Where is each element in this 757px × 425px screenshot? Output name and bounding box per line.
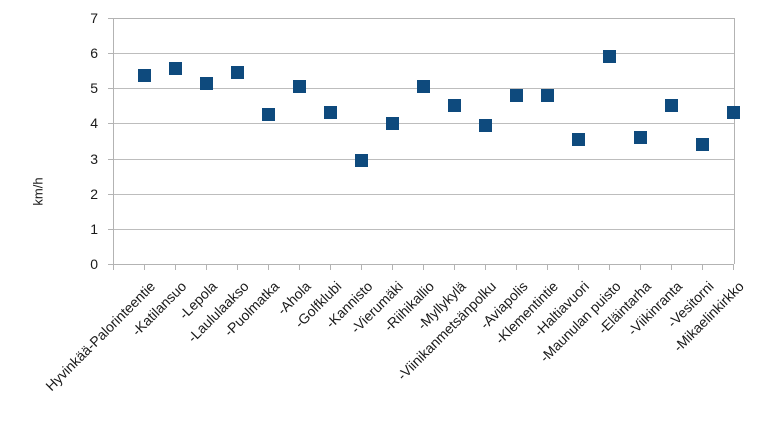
y-axis-tick [108, 123, 113, 125]
data-point [323, 106, 337, 120]
x-axis-tick [423, 264, 424, 270]
x-axis-tick [206, 264, 207, 270]
x-axis-tick [516, 264, 517, 270]
y-axis-tick [108, 158, 113, 160]
data-point [664, 99, 678, 113]
x-axis-tick [392, 264, 393, 270]
y-axis-tick-label: 6 [90, 45, 98, 62]
y-axis-tick [108, 18, 113, 19]
data-point [478, 118, 492, 132]
x-axis-tick [268, 264, 269, 270]
y-axis-tick [108, 264, 113, 265]
x-axis-tick [640, 264, 641, 270]
x-axis-tick [299, 264, 300, 270]
y-gridline [114, 193, 734, 195]
data-point [199, 76, 213, 90]
x-axis-tick [330, 264, 331, 270]
data-point [261, 108, 275, 122]
data-point [633, 130, 647, 144]
data-point [416, 80, 430, 94]
y-axis-tick-label: 0 [90, 256, 98, 272]
y-axis-tick-label: 7 [90, 10, 98, 26]
y-axis-tick [108, 193, 113, 195]
y-axis-tick-label: 3 [90, 150, 98, 167]
y-gridline [114, 264, 734, 265]
data-point [726, 106, 740, 120]
y-gridline [114, 53, 734, 55]
x-axis-tick [144, 264, 145, 270]
y-gridline [114, 123, 734, 125]
y-axis-tick [108, 53, 113, 55]
x-axis-tick [175, 264, 176, 270]
x-axis-tick [237, 264, 238, 270]
y-axis-tick [108, 88, 113, 90]
data-point [695, 138, 709, 151]
data-point [230, 65, 244, 79]
x-axis-tick [485, 264, 486, 270]
x-axis-tick [609, 264, 610, 270]
y-gridline [114, 158, 734, 160]
y-axis-title: km/h [30, 177, 46, 206]
y-axis-tick-label: 1 [90, 220, 98, 237]
x-axis-tick [733, 264, 734, 270]
x-axis-tick [578, 264, 579, 270]
data-point [447, 99, 461, 113]
x-axis-tick [361, 264, 362, 270]
y-axis-tick [108, 228, 113, 230]
x-axis-tick [547, 264, 548, 270]
y-gridline [114, 228, 734, 230]
data-point [385, 116, 399, 130]
data-point [292, 80, 306, 94]
data-point [509, 88, 523, 102]
data-point [571, 132, 585, 146]
y-axis-tick-label: 4 [90, 115, 98, 132]
data-point [354, 153, 368, 167]
x-axis-tick [671, 264, 672, 270]
y-axis-tick-label: 5 [90, 80, 98, 97]
data-point [137, 69, 151, 83]
data-point [602, 50, 616, 64]
y-axis-tick-label: 2 [90, 185, 98, 202]
data-point [540, 88, 554, 102]
x-axis-tick [702, 264, 703, 270]
x-axis-tick [454, 264, 455, 270]
x-axis-tick [113, 264, 114, 270]
data-point [168, 62, 182, 76]
y-gridline [114, 18, 734, 19]
